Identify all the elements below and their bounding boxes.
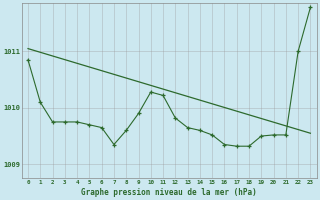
- X-axis label: Graphe pression niveau de la mer (hPa): Graphe pression niveau de la mer (hPa): [81, 188, 257, 197]
